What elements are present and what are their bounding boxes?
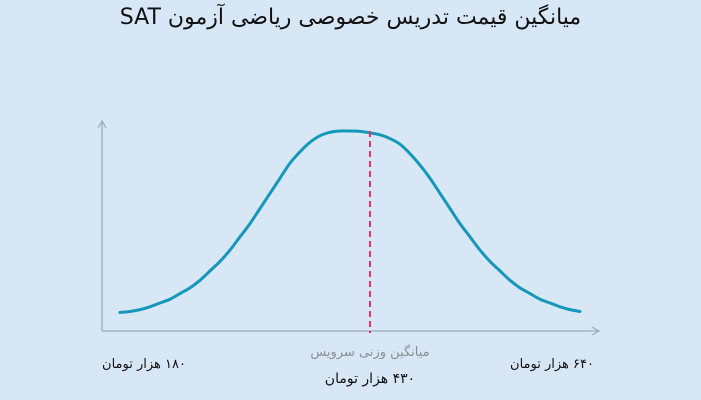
chart-title: میانگین قیمت تدریس خصوصی ریاضی آزمون SAT	[119, 5, 582, 30]
distribution-curve	[118, 129, 582, 314]
min-price-label: ۱۸۰ هزار تومان	[102, 357, 186, 372]
x-axis-arrow	[591, 326, 601, 336]
axes	[97, 119, 601, 336]
y-axis-arrow	[97, 119, 107, 129]
mean-value-label: ۴۳۰ هزار تومان	[325, 371, 415, 387]
mean-caption: میانگین وزنی سرویس	[310, 344, 429, 360]
max-price-label: ۶۴۰ هزار تومان	[510, 357, 594, 372]
